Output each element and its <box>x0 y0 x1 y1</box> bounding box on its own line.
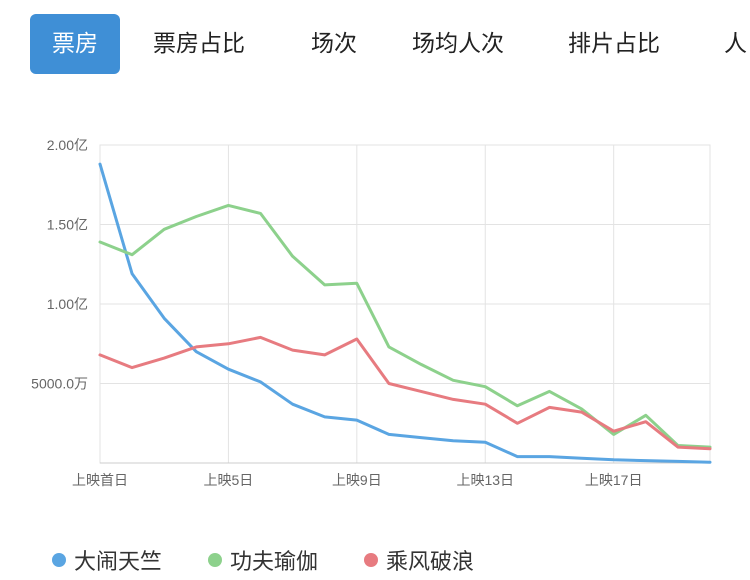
legend-label: 乘风破浪 <box>386 550 475 575</box>
legend-dot-icon <box>364 553 378 567</box>
x-tick-label: 上映首日 <box>72 472 128 488</box>
series-line-3 <box>98 335 712 451</box>
legend-item-series-1[interactable]: 大闹天竺 <box>52 540 162 580</box>
series-line-1 <box>98 162 712 464</box>
chart-legend: 大闹天竺 功夫瑜伽 乘风破浪 <box>0 540 750 580</box>
y-tick-label: 5000.0万 <box>31 376 88 392</box>
tab-bar: 票房 票房占比 场次 场均人次 排片占比 人 <box>0 0 750 90</box>
legend-dot-icon <box>208 553 222 567</box>
legend-item-series-2[interactable]: 功夫瑜伽 <box>208 540 318 580</box>
tab-box-office[interactable]: 票房 <box>30 14 120 74</box>
legend-label: 功夫瑜伽 <box>230 550 319 575</box>
y-tick-label: 1.50亿 <box>47 217 88 233</box>
y-tick-label: 2.00亿 <box>47 137 88 153</box>
tab-screening-share[interactable]: 排片占比 <box>568 31 660 57</box>
legend-label: 大闹天竺 <box>74 550 163 575</box>
tab-screenings[interactable]: 场次 <box>311 31 357 57</box>
x-tick-label: 上映17日 <box>585 472 643 488</box>
tab-more[interactable]: 人 <box>724 31 747 57</box>
x-tick-label: 上映9日 <box>332 472 382 488</box>
y-tick-label: 1.00亿 <box>47 296 88 312</box>
series-line-2 <box>98 203 712 449</box>
legend-dot-icon <box>52 553 66 567</box>
x-tick-label: 上映13日 <box>456 472 514 488</box>
tab-box-office-share[interactable]: 票房占比 <box>153 31 245 57</box>
legend-item-series-3[interactable]: 乘风破浪 <box>364 540 474 580</box>
x-tick-label: 上映5日 <box>204 472 254 488</box>
tab-avg-attendance[interactable]: 场均人次 <box>412 31 504 57</box>
